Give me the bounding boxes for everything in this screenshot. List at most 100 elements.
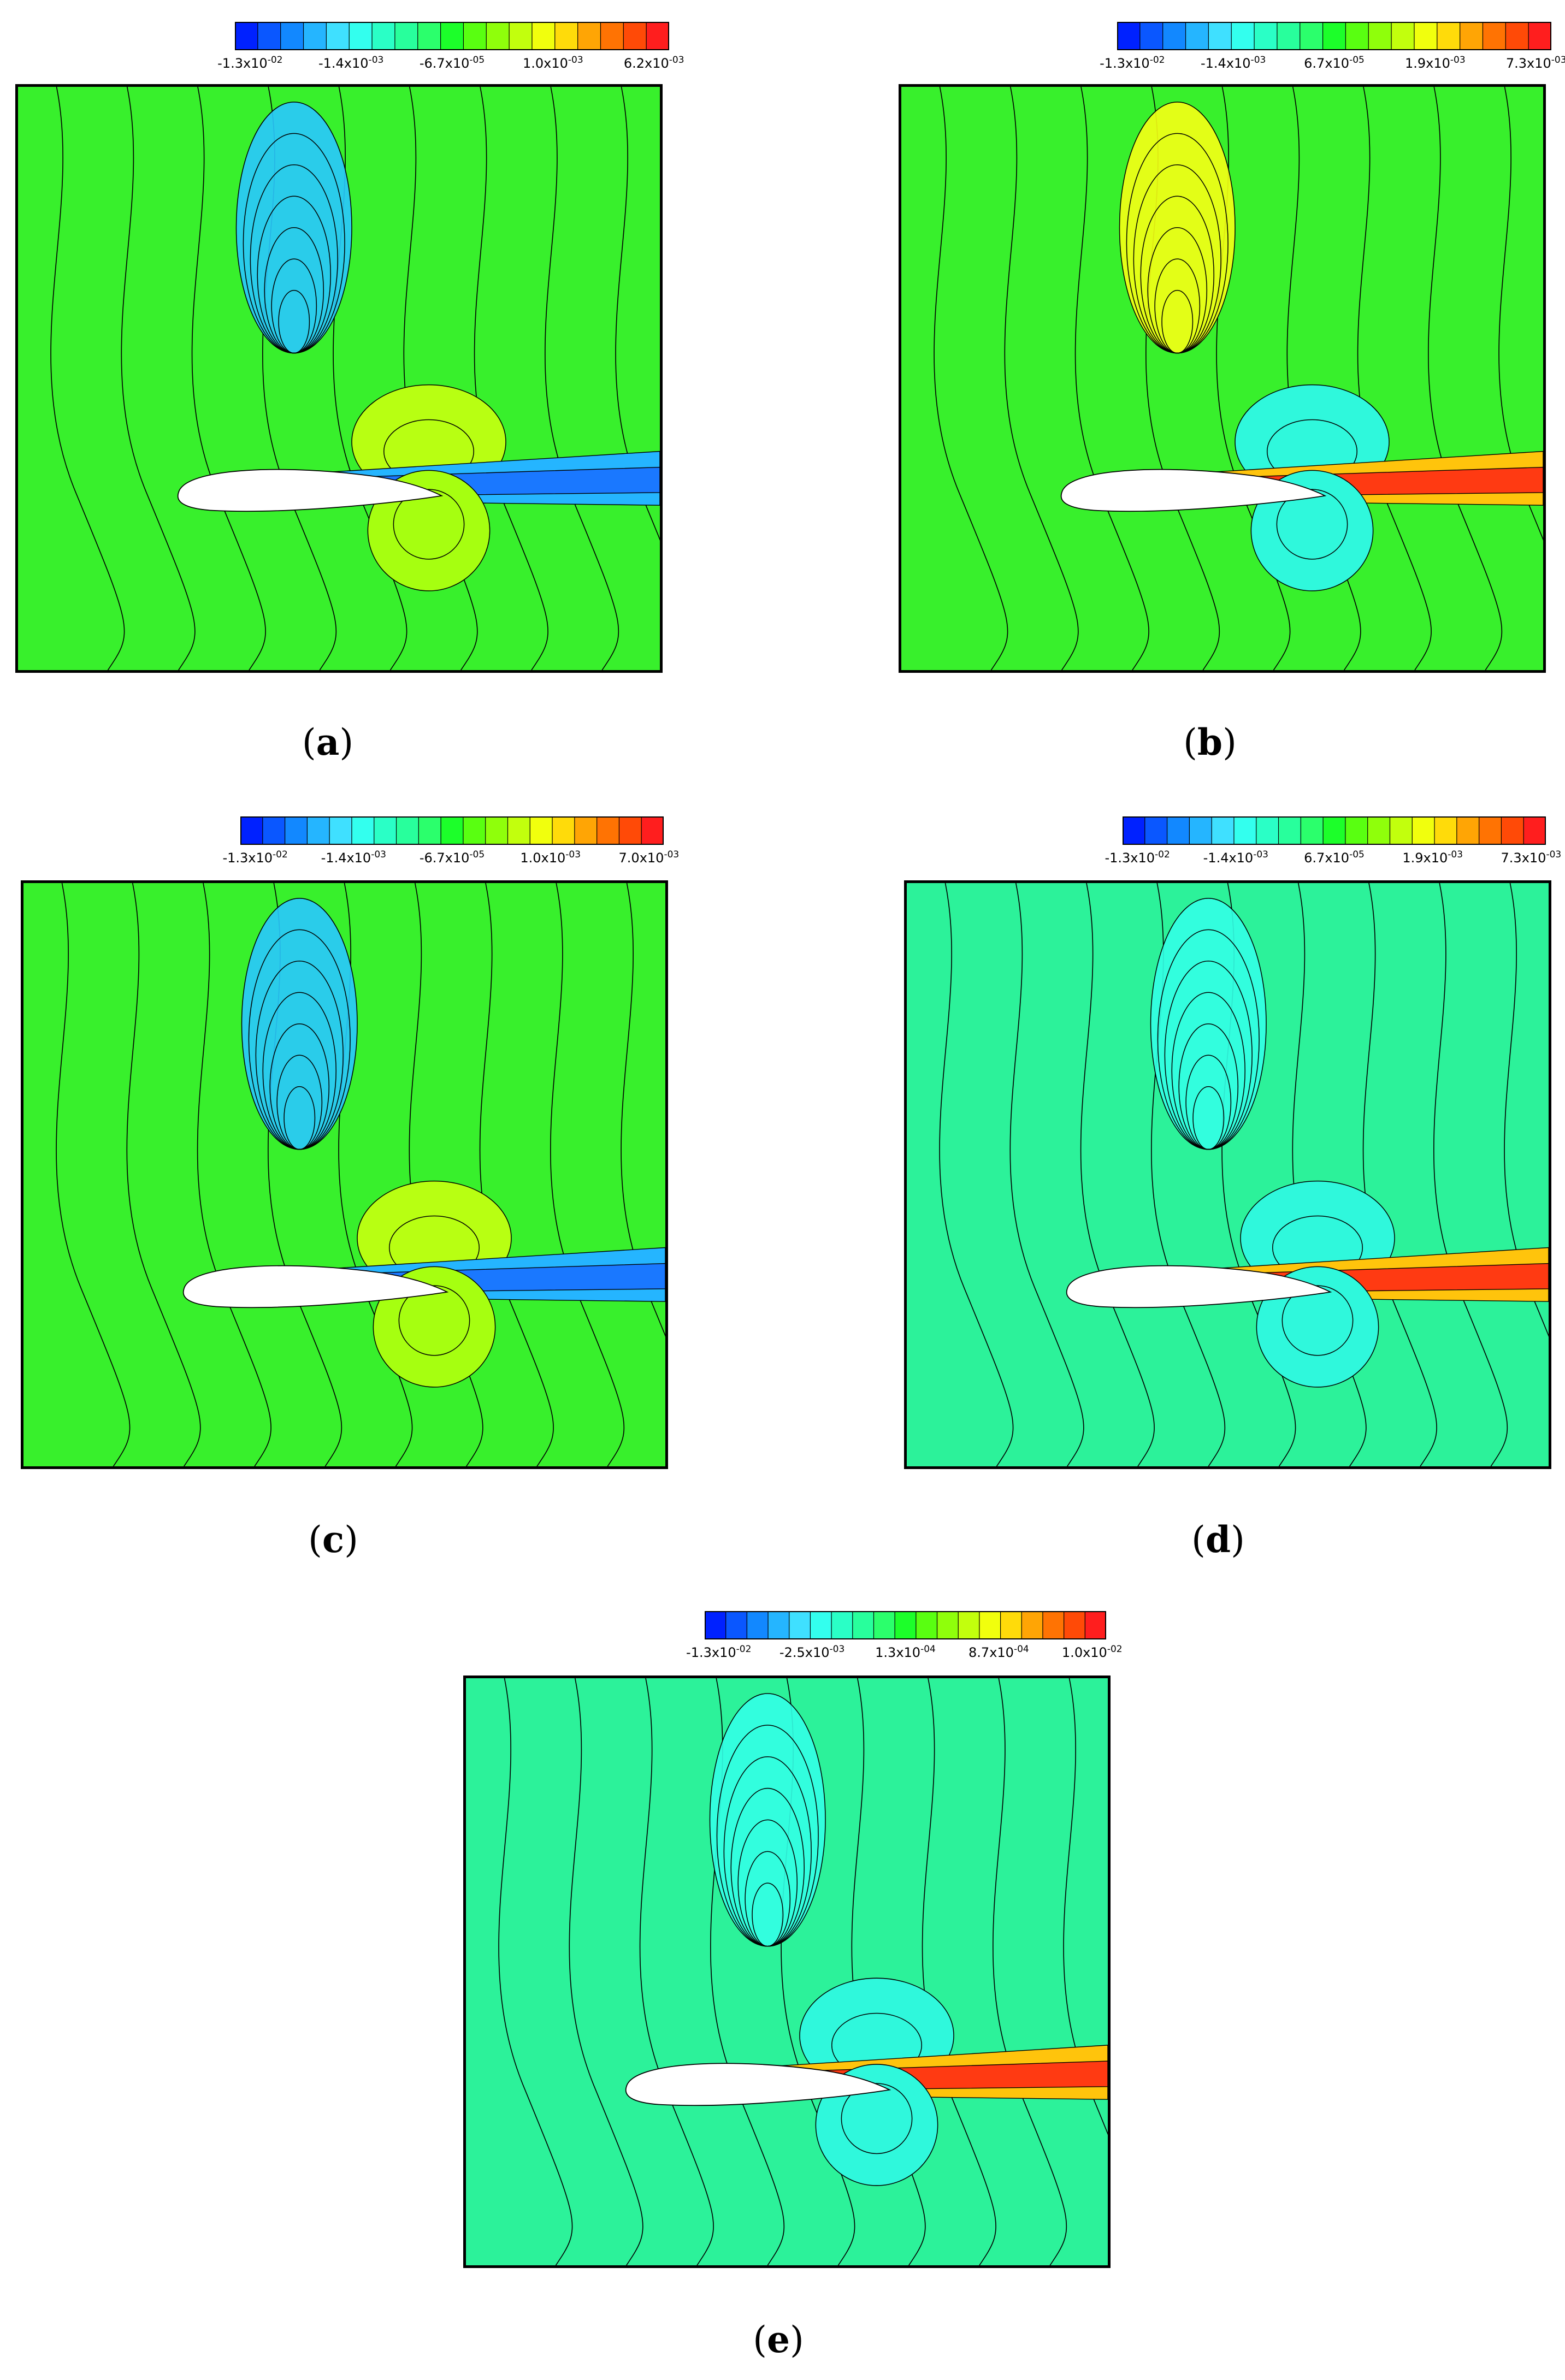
colorbar-swatch: [1167, 816, 1190, 845]
colorbar-swatch: [1000, 1611, 1022, 1639]
colorbar-swatch: [1139, 22, 1164, 50]
colorbar-swatch: [280, 22, 304, 50]
colorbar-swatch: [509, 22, 533, 50]
colorbar-swatch: [747, 1611, 769, 1639]
colorbar-e: [705, 1611, 1106, 1639]
colorbar-swatch: [303, 22, 327, 50]
colorbar-swatch: [646, 22, 669, 50]
caption-e: (e): [753, 2318, 804, 2361]
colorbar-swatch: [768, 1611, 790, 1639]
colorbar-swatch: [485, 816, 508, 845]
colorbar-swatch: [329, 816, 352, 845]
colorbar-b: [1117, 22, 1551, 50]
colorbar-swatch: [1479, 816, 1502, 845]
colorbar-swatch: [1501, 816, 1524, 845]
colorbar-swatch: [600, 22, 624, 50]
colorbar-swatch: [1208, 22, 1232, 50]
caption-d: (d): [1191, 1518, 1245, 1561]
colorbar-tick-label: 1.0x10-03: [520, 849, 581, 866]
colorbar-swatch: [619, 816, 642, 845]
contour-field: [23, 883, 665, 1466]
colorbar-tick-label: 7.3x10-03: [1501, 849, 1562, 866]
colorbar-tick-label: 6.2x10-03: [623, 55, 684, 71]
colorbar-swatch: [1368, 22, 1392, 50]
colorbar-swatch: [577, 22, 601, 50]
colorbar-swatch: [810, 1611, 832, 1639]
colorbar-tick-label: 1.9x10-03: [1404, 55, 1466, 71]
colorbar-frame: [235, 22, 669, 50]
colorbar-swatch: [916, 1611, 938, 1639]
contour-plot-a: [15, 84, 663, 673]
colorbar-swatch: [351, 816, 375, 845]
colorbar-tick-label: -1.3x10-02: [217, 55, 283, 71]
colorbar-swatch: [852, 1611, 874, 1639]
colorbar-swatch: [235, 22, 258, 50]
colorbar-swatch: [641, 816, 664, 845]
colorbar-a: [235, 22, 669, 50]
colorbar-tick-label: -1.4x10-03: [321, 849, 386, 866]
contour-field: [907, 883, 1549, 1466]
colorbar-swatch: [1528, 22, 1551, 50]
colorbar-tick-label: -1.3x10-02: [1105, 849, 1170, 866]
colorbar-swatch: [1456, 816, 1480, 845]
colorbar-swatch: [623, 22, 647, 50]
colorbar-swatch: [979, 1611, 1001, 1639]
colorbar-swatch: [1117, 22, 1141, 50]
colorbar-swatch: [285, 816, 308, 845]
colorbar-swatch: [326, 22, 350, 50]
colorbar-d: [1123, 816, 1546, 845]
colorbar-tick-label: -6.7x10-05: [419, 55, 485, 71]
colorbar-swatch: [597, 816, 619, 845]
colorbar-swatch: [895, 1611, 917, 1639]
colorbar-swatch: [1391, 22, 1415, 50]
colorbar-swatch: [1322, 22, 1346, 50]
colorbar-tick-label: 8.7x10-04: [968, 1644, 1029, 1660]
colorbar-swatch: [418, 816, 441, 845]
colorbar-swatch: [1231, 22, 1255, 50]
colorbar-swatch: [554, 22, 578, 50]
colorbar-swatch: [1483, 22, 1506, 50]
colorbar-swatch: [1434, 816, 1457, 845]
colorbar-swatch: [1064, 1611, 1085, 1639]
colorbar-swatch: [372, 22, 395, 50]
caption-c: (c): [308, 1518, 358, 1561]
colorbar-tick-label: 1.9x10-03: [1402, 849, 1463, 866]
contour-plot-c: [21, 880, 668, 1469]
colorbar-swatch: [1505, 22, 1529, 50]
colorbar-swatch: [1185, 22, 1209, 50]
colorbar-swatch: [1323, 816, 1346, 845]
airfoil: [1060, 469, 1327, 512]
colorbar-swatch: [1254, 22, 1278, 50]
contour-field: [901, 87, 1543, 670]
colorbar-swatch: [262, 816, 286, 845]
contour-field: [18, 87, 660, 670]
colorbar-swatch: [1256, 816, 1279, 845]
colorbar-swatch: [240, 816, 263, 845]
colorbar-tick-label: -1.3x10-02: [1100, 55, 1165, 71]
colorbar-swatch: [486, 22, 510, 50]
colorbar-tick-label: 6.7x10-05: [1304, 55, 1365, 71]
colorbar-swatch: [1300, 22, 1324, 50]
colorbar-tick-label: 1.3x10-04: [875, 1644, 936, 1660]
colorbar-swatch: [1345, 816, 1368, 845]
airfoil: [625, 2063, 891, 2106]
colorbar-swatch: [1437, 22, 1461, 50]
colorbar-tick-label: 1.0x10-03: [522, 55, 583, 71]
contour-plot-d: [904, 880, 1551, 1469]
colorbar-tick-label: -1.4x10-03: [1200, 55, 1266, 71]
colorbar-swatch: [1278, 816, 1301, 845]
colorbar-swatch: [374, 816, 397, 845]
colorbar-swatch: [1414, 22, 1438, 50]
colorbar-swatch: [789, 1611, 811, 1639]
colorbar-frame: [1117, 22, 1551, 50]
colorbar-swatch: [1301, 816, 1324, 845]
colorbar-swatch: [1123, 816, 1145, 845]
contour-plot-e: [463, 1676, 1111, 2268]
colorbar-swatch: [441, 816, 464, 845]
colorbar-swatch: [1412, 816, 1435, 845]
colorbar-swatch: [257, 22, 281, 50]
colorbar-swatch: [1085, 1611, 1106, 1639]
caption-a: (a): [302, 721, 354, 763]
colorbar-swatch: [463, 22, 487, 50]
colorbar-c: [240, 816, 664, 845]
